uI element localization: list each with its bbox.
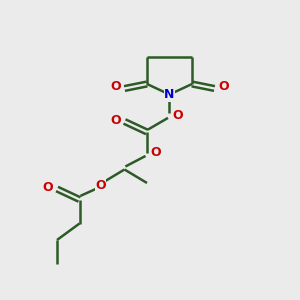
Text: O: O	[218, 80, 229, 94]
Text: O: O	[95, 179, 106, 192]
Text: N: N	[164, 88, 175, 101]
Text: O: O	[110, 80, 121, 94]
Text: O: O	[150, 146, 161, 160]
Text: O: O	[110, 113, 121, 127]
Text: O: O	[172, 109, 183, 122]
Text: O: O	[43, 181, 53, 194]
